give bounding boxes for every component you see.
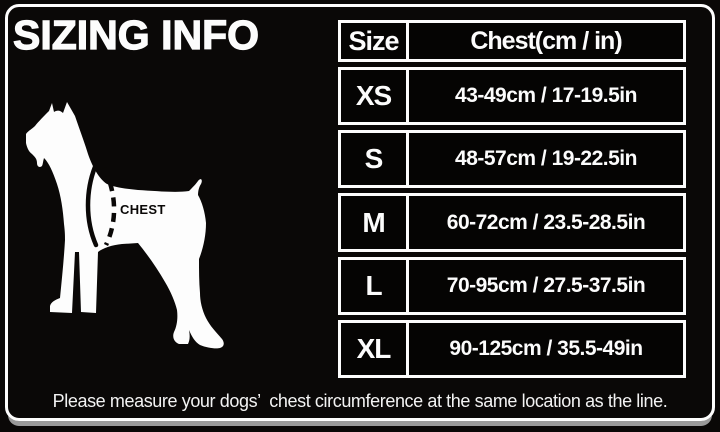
size-value: XS bbox=[355, 80, 392, 112]
chest-range: 60-72cm / 23.5-28.5in bbox=[446, 210, 646, 234]
chest-label: CHEST bbox=[120, 202, 166, 217]
dog-silhouette-diagram: CHEST bbox=[26, 102, 224, 349]
header-chest: Chest(cm / in) bbox=[470, 26, 622, 55]
size-value: M bbox=[362, 206, 385, 238]
page-title: SIZING INFO bbox=[12, 11, 259, 58]
dog-body-shape bbox=[26, 102, 224, 349]
chest-range: 90-125cm / 35.5-49in bbox=[449, 336, 643, 360]
table-row-xs: XS 43-49cm / 17-19.5in bbox=[338, 67, 686, 126]
chest-range: 43-49cm / 17-19.5in bbox=[455, 84, 637, 108]
size-table: Size Chest(cm / in) XS 43-49cm / 17-19.5… bbox=[338, 20, 686, 379]
chest-range: 48-57cm / 19-22.5in bbox=[455, 147, 637, 171]
table-row-xl: XL 90-125cm / 35.5-49in bbox=[338, 319, 686, 379]
size-value: XL bbox=[356, 332, 392, 364]
table-row-m: M 60-72cm / 23.5-28.5in bbox=[338, 193, 686, 252]
size-value: L bbox=[365, 269, 382, 301]
chest-band-solid-line bbox=[85, 164, 99, 248]
measurement-note: Please measure your dogs’ chest circumfe… bbox=[52, 391, 668, 411]
table-row-s: S 48-57cm / 19-22.5in bbox=[338, 130, 686, 189]
table-row-l: L 70-95cm / 27.5-37.5in bbox=[338, 256, 686, 315]
header-size: Size bbox=[341, 23, 409, 59]
chest-band-dashed-line bbox=[101, 166, 117, 246]
chest-range: 70-95cm / 27.5-37.5in bbox=[446, 273, 646, 297]
table-header-row: Size Chest(cm / in) bbox=[338, 20, 686, 62]
size-value: S bbox=[364, 143, 384, 175]
